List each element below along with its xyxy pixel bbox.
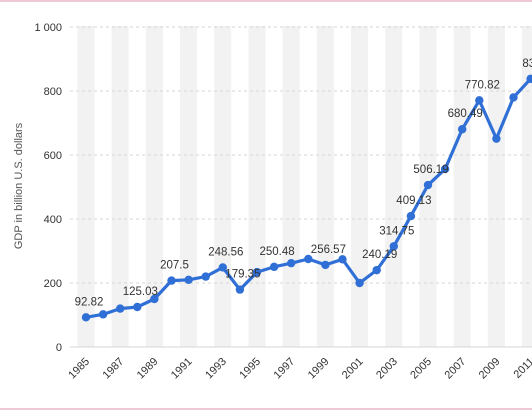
y-tick-label-1000: 1 000: [34, 22, 62, 34]
band-2004: [402, 26, 420, 347]
band-2006: [436, 26, 454, 347]
data-point-2004: [406, 211, 416, 221]
gridlines: [70, 26, 532, 348]
data-point-1999: [321, 260, 330, 270]
data-point-1989: [150, 294, 159, 304]
band-2001: [351, 26, 369, 347]
band-2000: [333, 26, 352, 347]
band-1997: [282, 26, 300, 347]
band-2007: [453, 26, 471, 347]
data-label-1990: 207.5: [160, 260, 189, 272]
x-tick-label-1987: 1987: [101, 356, 127, 382]
band-2002: [368, 26, 386, 347]
data-point-1987: [116, 304, 125, 313]
accent-rule-top: [0, 0, 532, 2]
data-point-2009: [492, 134, 501, 143]
data-label-1993: 248.56: [208, 246, 243, 258]
data-label-2002: 240.19: [362, 249, 397, 261]
data-label-1988: 125.03: [123, 286, 158, 298]
data-point-2003: [389, 242, 398, 251]
x-tick-label-2003: 2003: [374, 356, 400, 382]
band-2010: [504, 26, 523, 347]
x-tick-label-1991: 1991: [169, 356, 195, 382]
band-2008: [470, 26, 488, 347]
x-tick-label-2009: 2009: [477, 356, 503, 382]
y-axis-label: GDP in billion U.S. dollars: [13, 122, 25, 249]
x-tick-label-1993: 1993: [203, 356, 229, 382]
y-axis-ticks: 0 200 400 600 800 1 000: [34, 22, 62, 354]
y-tick-label-400: 400: [44, 214, 62, 226]
y-tick-label-800: 800: [44, 86, 62, 98]
data-point-1991: [184, 275, 193, 284]
band-1990: [162, 26, 181, 347]
data-point-2007: [458, 125, 467, 134]
data-point-2008: [475, 96, 484, 105]
accent-rule-bottom: [0, 408, 532, 410]
x-tick-label-1985: 1985: [66, 356, 92, 382]
x-tick-label-2011: 2011: [512, 356, 532, 381]
x-tick-label-1995: 1995: [237, 356, 263, 382]
band-1996: [265, 26, 283, 347]
data-label-2011: 838.: [522, 58, 532, 70]
y-tick-label-0: 0: [56, 342, 62, 354]
band-1993: [214, 26, 232, 347]
data-label-1994: 179.35: [225, 269, 260, 281]
data-point-2005: [423, 180, 433, 190]
band-1994: [231, 26, 249, 347]
data-point-2006: [440, 164, 450, 174]
data-point-2010: [509, 93, 518, 102]
band-1999: [316, 26, 334, 347]
data-point-1994: [235, 285, 245, 294]
band-2009: [487, 26, 505, 347]
x-tick-label-1989: 1989: [135, 356, 161, 382]
band-1992: [197, 26, 215, 347]
data-point-2000: [338, 255, 347, 264]
band-1991: [180, 26, 198, 347]
data-point-1996: [269, 262, 279, 272]
band-1998: [299, 26, 317, 347]
x-axis-ticks: 1985 1987 1989 1991 1993 1995 1997 1999 2001 2003…: [66, 356, 532, 382]
data-point-1992: [201, 272, 210, 281]
data-point-1985: [81, 313, 91, 322]
band-2003: [385, 26, 403, 347]
plot-background-bands: [77, 26, 532, 347]
series-line: [84, 76, 532, 319]
data-label-2007: 680.49: [448, 108, 483, 120]
x-tick-label-2007: 2007: [443, 356, 469, 382]
series-layer: [81, 74, 532, 322]
y-tick-label-600: 600: [44, 150, 62, 162]
data-point-1988: [133, 302, 142, 312]
data-point-1986: [98, 310, 108, 319]
x-tick-label-2005: 2005: [408, 356, 434, 382]
band-1986: [94, 26, 112, 347]
data-point-1993: [218, 263, 227, 272]
band-1985: [77, 26, 95, 347]
data-point-1998: [304, 254, 313, 264]
data-point-1990: [167, 276, 176, 285]
data-point-2002: [372, 265, 381, 275]
data-label-1999: 256.57: [311, 244, 346, 256]
x-tick-label-1999: 1999: [306, 356, 332, 382]
x-tick-label-1997: 1997: [272, 356, 298, 382]
data-label-1996: 250.48: [260, 246, 295, 258]
x-tick-label-2001: 2001: [340, 356, 366, 382]
band-1989: [145, 26, 163, 347]
data-label-1985: 92.82: [75, 296, 104, 308]
data-label-2003: 314.75: [379, 225, 414, 237]
data-point-1995: [252, 267, 262, 277]
band-1995: [248, 26, 266, 347]
data-label-2004: 409.13: [396, 195, 431, 207]
band-1987: [111, 26, 129, 347]
data-point-2011: [526, 74, 532, 84]
data-label-2008: 770.82: [465, 79, 500, 91]
data-label-2005: 506.19: [413, 164, 448, 176]
data-point-1997: [287, 258, 296, 268]
band-1988: [128, 26, 146, 347]
data-point-2001: [355, 278, 364, 288]
y-tick-label-200: 200: [44, 278, 62, 290]
band-2011: [522, 26, 532, 347]
